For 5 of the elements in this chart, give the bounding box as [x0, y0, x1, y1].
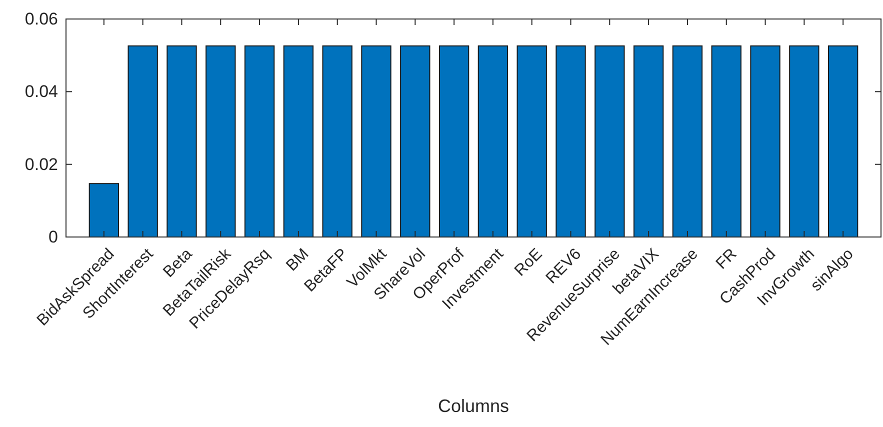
x-axis-title: Columns — [438, 396, 510, 416]
y-tick-label: 0.02 — [24, 154, 58, 174]
y-tick-label: 0.04 — [24, 82, 58, 102]
y-tick-label: 0 — [48, 227, 58, 246]
y-tick-label: 0.06 — [24, 9, 58, 28]
